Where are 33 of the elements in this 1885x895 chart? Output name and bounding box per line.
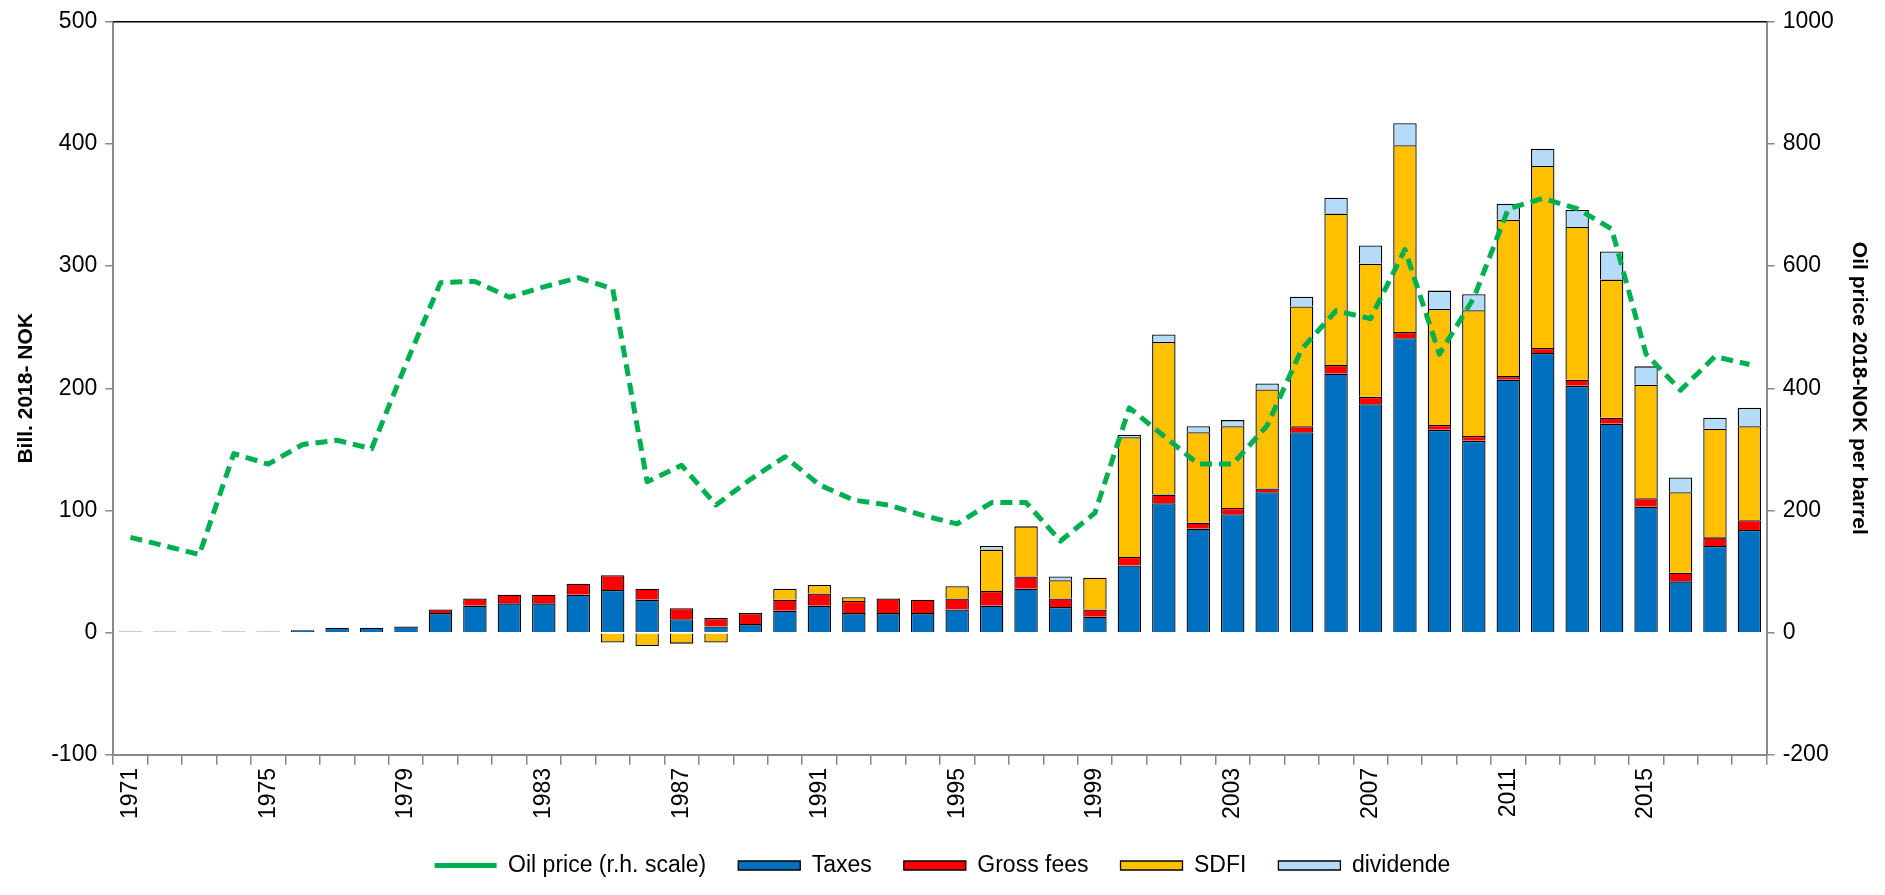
x-tick-label: 1999: [1080, 767, 1107, 820]
y2-tick-label: -200: [1782, 740, 1829, 767]
x-tick-label: 1991: [804, 767, 831, 820]
y-tick-label: 200: [58, 373, 98, 400]
legend-label: SDFI: [1194, 850, 1247, 877]
y-tick-label: 500: [58, 7, 98, 34]
y-tick-label: 100: [58, 495, 98, 522]
y-tick-label: 300: [58, 251, 98, 278]
legend-label: Gross fees: [977, 850, 1089, 877]
y-axis-title: Bill. 2018- NOK: [13, 313, 37, 464]
x-tick-label: 1987: [666, 767, 693, 820]
y2-tick-label: 0: [1782, 618, 1796, 645]
legend-label: Oil price (r.h. scale): [508, 850, 707, 877]
y2-tick-label: 800: [1782, 129, 1822, 156]
y2-tick-label: 600: [1782, 251, 1822, 278]
x-tick-label: 1979: [391, 767, 418, 820]
y-tick-label: 400: [58, 129, 98, 156]
y-tick-label: -100: [51, 740, 98, 767]
x-tick-label: 2007: [1355, 767, 1382, 820]
x-tick-label: 1975: [253, 767, 280, 820]
x-tick-label: 2003: [1218, 767, 1245, 820]
y-tick-label: 0: [84, 618, 98, 645]
legend-label: dividende: [1351, 850, 1451, 877]
x-tick-label: 2011: [1493, 767, 1520, 818]
y2-tick-label: 400: [1782, 373, 1822, 400]
y2-tick-label: 200: [1782, 495, 1822, 522]
y2-tick-label: 1000: [1782, 7, 1834, 34]
y2-axis-title: Oil price 2018-NOK per barrel: [1848, 241, 1872, 535]
x-tick-label: 2015: [1631, 767, 1658, 820]
legend-label: Taxes: [811, 850, 872, 877]
x-tick-label: 1971: [115, 767, 142, 820]
x-tick-label: 1995: [942, 767, 969, 820]
x-tick-label: 1983: [529, 767, 556, 820]
